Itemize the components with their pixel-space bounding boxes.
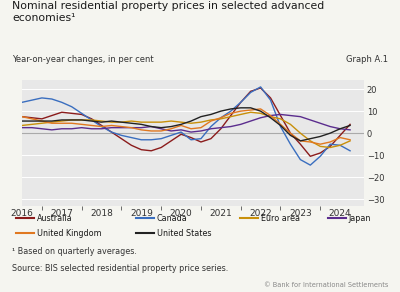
Text: Canada: Canada <box>157 214 188 223</box>
Text: Nominal residential property prices in selected advanced: Nominal residential property prices in s… <box>12 1 324 11</box>
Text: © Bank for International Settlements: © Bank for International Settlements <box>264 281 388 288</box>
Text: Australia: Australia <box>37 214 72 223</box>
Text: Japan: Japan <box>349 214 371 223</box>
Text: Source: BIS selected residential property price series.: Source: BIS selected residential propert… <box>12 264 228 273</box>
Text: Year-on-year changes, in per cent: Year-on-year changes, in per cent <box>12 55 154 65</box>
Text: ¹ Based on quarterly averages.: ¹ Based on quarterly averages. <box>12 247 137 256</box>
Text: Euro area: Euro area <box>261 214 300 223</box>
Text: economies¹: economies¹ <box>12 13 75 23</box>
Text: United States: United States <box>157 229 211 238</box>
Text: United Kingdom: United Kingdom <box>37 229 102 238</box>
Text: Graph A.1: Graph A.1 <box>346 55 388 65</box>
